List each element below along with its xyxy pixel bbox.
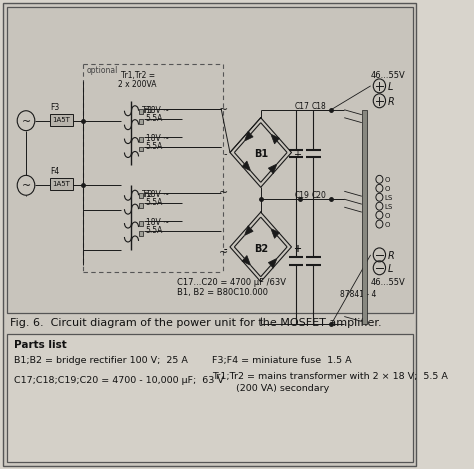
Text: +: + (293, 150, 301, 159)
Bar (362, 110, 367, 325)
Text: ~: ~ (219, 248, 228, 258)
Polygon shape (268, 258, 277, 268)
Text: C19: C19 (294, 191, 309, 200)
Bar (138, 221, 143, 226)
Bar (138, 109, 143, 113)
Text: optional: optional (87, 66, 118, 75)
Text: 18V ~: 18V ~ (146, 190, 169, 199)
Text: 87841 - 4: 87841 - 4 (340, 290, 376, 299)
Text: 18V ~: 18V ~ (146, 218, 169, 227)
Text: -: - (224, 150, 228, 159)
Text: ~: ~ (219, 188, 228, 198)
Polygon shape (242, 256, 251, 265)
Text: 46...55V: 46...55V (371, 278, 405, 287)
Text: C17;C18;C19;C20 = 4700 - 10,000 μF;  63 V: C17;C18;C19;C20 = 4700 - 10,000 μF; 63 V (14, 376, 224, 385)
Text: 1A5T: 1A5T (52, 182, 70, 187)
Bar (50, 113, 73, 126)
Polygon shape (245, 131, 253, 141)
Bar (138, 119, 143, 124)
Polygon shape (271, 228, 280, 238)
Bar (138, 146, 143, 151)
Text: LS: LS (385, 204, 393, 210)
Text: Tr2: Tr2 (142, 190, 154, 199)
Text: L: L (387, 264, 392, 274)
Text: C17: C17 (294, 102, 309, 111)
Text: C18: C18 (312, 102, 327, 111)
Polygon shape (245, 226, 253, 235)
Bar (138, 136, 143, 142)
Bar (138, 231, 143, 236)
Bar (138, 193, 143, 198)
Text: F3;F4 = miniature fuse  1.5 A: F3;F4 = miniature fuse 1.5 A (212, 356, 352, 365)
Text: B2: B2 (254, 244, 268, 254)
Text: +: + (293, 244, 301, 254)
Text: O: O (385, 222, 390, 228)
Text: 5.5A: 5.5A (146, 142, 163, 151)
Bar (50, 178, 73, 190)
Text: LS: LS (385, 195, 393, 201)
Text: O: O (385, 213, 390, 219)
Text: R: R (387, 251, 394, 261)
Text: 18V ~: 18V ~ (146, 134, 169, 143)
Text: 46...55V: 46...55V (371, 71, 405, 80)
Text: -: - (224, 244, 228, 254)
Text: ~: ~ (21, 117, 31, 127)
Bar (7, 334, 413, 461)
Text: B1, B2 = B80C10.000: B1, B2 = B80C10.000 (177, 287, 268, 297)
Text: Tr1: Tr1 (142, 106, 154, 115)
Text: B1: B1 (254, 150, 268, 159)
Polygon shape (271, 134, 280, 144)
Text: 5.5A: 5.5A (146, 198, 163, 207)
Text: C17...C20 = 4700 μF /63V: C17...C20 = 4700 μF /63V (177, 278, 286, 287)
Text: Fig. 6.  Circuit diagram of the power unit for the MOSFET amplifier.: Fig. 6. Circuit diagram of the power uni… (10, 318, 382, 328)
Text: F4: F4 (51, 167, 60, 176)
Text: 5.5A: 5.5A (146, 226, 163, 235)
Text: 1A5T: 1A5T (52, 117, 70, 123)
Text: 5.5A: 5.5A (146, 113, 163, 123)
Text: +: + (293, 244, 301, 254)
Text: ~: ~ (21, 182, 31, 191)
Text: Tr1;Tr2 = mains transformer with 2 × 18 V;  5.5 A: Tr1;Tr2 = mains transformer with 2 × 18 … (212, 372, 448, 381)
Polygon shape (268, 164, 277, 174)
Text: L: L (387, 82, 392, 92)
Text: O: O (385, 186, 390, 192)
Bar (138, 203, 143, 208)
Polygon shape (242, 161, 251, 171)
Bar (7, 8, 413, 312)
Text: R: R (387, 97, 394, 107)
Text: ~: ~ (219, 105, 228, 115)
Text: C20: C20 (312, 191, 327, 200)
Text: Tr1,Tr2 =: Tr1,Tr2 = (120, 71, 155, 80)
Text: Parts list: Parts list (14, 340, 66, 350)
Text: O: O (385, 177, 390, 183)
Text: -: - (224, 244, 228, 254)
Text: F3: F3 (51, 103, 60, 112)
Text: B1;B2 = bridge rectifier 100 V;  25 A: B1;B2 = bridge rectifier 100 V; 25 A (14, 356, 188, 365)
Text: 2 x 200VA: 2 x 200VA (118, 80, 157, 89)
Text: 18V ~: 18V ~ (146, 106, 169, 115)
Text: (200 VA) secondary: (200 VA) secondary (212, 384, 329, 393)
